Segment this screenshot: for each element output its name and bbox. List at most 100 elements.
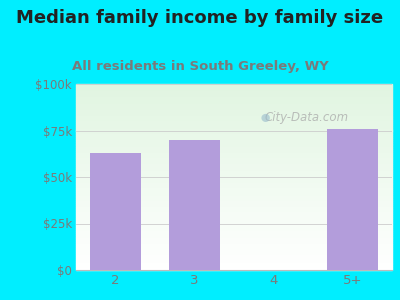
Bar xyxy=(76,101,392,103)
Bar xyxy=(76,250,392,251)
Bar xyxy=(76,99,392,101)
Bar xyxy=(76,158,392,160)
Bar xyxy=(76,214,392,216)
Bar xyxy=(76,134,392,136)
Bar xyxy=(76,181,392,183)
Bar xyxy=(76,166,392,168)
Bar xyxy=(76,106,392,108)
Bar xyxy=(76,162,392,164)
Bar xyxy=(76,199,392,201)
Bar xyxy=(76,104,392,106)
Bar xyxy=(76,127,392,129)
Bar xyxy=(76,238,392,240)
Bar xyxy=(76,95,392,97)
Text: Median family income by family size: Median family income by family size xyxy=(16,9,384,27)
Bar xyxy=(76,103,392,104)
Bar xyxy=(76,97,392,99)
Bar xyxy=(76,157,392,158)
Bar xyxy=(76,108,392,110)
Bar xyxy=(169,140,220,270)
Bar xyxy=(76,216,392,218)
Bar xyxy=(76,171,392,173)
Bar xyxy=(76,194,392,196)
Bar xyxy=(76,253,392,255)
Bar xyxy=(76,164,392,166)
Bar xyxy=(76,188,392,190)
Bar xyxy=(76,203,392,205)
Bar xyxy=(76,208,392,211)
Bar xyxy=(76,201,392,203)
Bar xyxy=(76,184,392,186)
Bar xyxy=(76,197,392,199)
Bar xyxy=(76,236,392,238)
Bar xyxy=(76,153,392,155)
Bar xyxy=(76,92,392,93)
Bar xyxy=(76,86,392,88)
Bar xyxy=(76,251,392,253)
Bar xyxy=(76,155,392,157)
Bar xyxy=(76,149,392,151)
Bar xyxy=(76,268,392,270)
Bar xyxy=(76,192,392,194)
Bar xyxy=(76,264,392,266)
Bar xyxy=(76,125,392,127)
Bar xyxy=(76,231,392,233)
Bar xyxy=(76,88,392,90)
Bar xyxy=(76,147,392,149)
Bar xyxy=(76,225,392,227)
Bar xyxy=(76,235,392,236)
Bar xyxy=(76,116,392,118)
Text: City-Data.com: City-Data.com xyxy=(265,111,349,124)
Bar xyxy=(76,240,392,242)
Bar xyxy=(76,257,392,259)
Bar xyxy=(76,110,392,112)
Bar xyxy=(76,233,392,235)
Bar xyxy=(76,262,392,264)
Bar xyxy=(76,175,392,177)
Bar xyxy=(76,266,392,268)
Bar xyxy=(76,121,392,123)
Bar xyxy=(76,173,392,175)
Bar xyxy=(76,205,392,207)
Bar xyxy=(76,138,392,140)
Bar xyxy=(76,177,392,179)
Bar xyxy=(76,224,392,225)
Bar xyxy=(76,132,392,134)
Bar xyxy=(76,168,392,169)
Text: All residents in South Greeley, WY: All residents in South Greeley, WY xyxy=(72,60,328,73)
Bar xyxy=(76,229,392,231)
Bar xyxy=(76,211,392,212)
Bar xyxy=(76,227,392,229)
Text: ⬤: ⬤ xyxy=(261,113,270,122)
Bar xyxy=(76,218,392,220)
Bar xyxy=(76,119,392,121)
Bar xyxy=(76,190,392,192)
Bar xyxy=(76,196,392,197)
Bar xyxy=(76,248,392,250)
Bar xyxy=(90,153,141,270)
Bar xyxy=(76,118,392,119)
Bar xyxy=(76,220,392,222)
Bar xyxy=(76,130,392,132)
Bar xyxy=(76,207,392,208)
Bar xyxy=(76,242,392,244)
Bar xyxy=(76,169,392,171)
Bar xyxy=(76,222,392,224)
Bar xyxy=(76,146,392,147)
Bar xyxy=(76,261,392,262)
Bar xyxy=(76,255,392,257)
Bar xyxy=(76,246,392,248)
Bar xyxy=(76,179,392,181)
Bar xyxy=(76,186,392,188)
Bar xyxy=(76,259,392,261)
Bar xyxy=(76,112,392,114)
Bar xyxy=(76,142,392,143)
Bar xyxy=(76,160,392,162)
Bar xyxy=(76,143,392,146)
Bar xyxy=(76,212,392,214)
Bar xyxy=(76,244,392,246)
Bar xyxy=(76,93,392,95)
Bar xyxy=(76,123,392,125)
Bar xyxy=(76,129,392,130)
Bar xyxy=(76,136,392,138)
